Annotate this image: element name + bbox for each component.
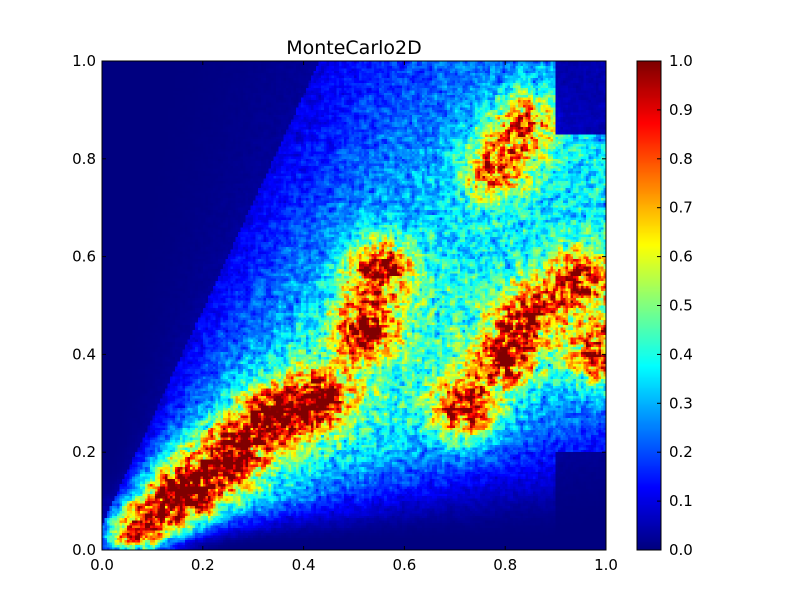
colorbar-tick-label: 0.1 — [669, 492, 693, 510]
x-tick-label: 0.2 — [191, 556, 215, 574]
axes-frame — [101, 60, 607, 551]
colorbar-tick-label: 0.7 — [669, 199, 693, 217]
colorbar-ticks: 0.0 0.1 0.2 0.3 0.4 0.5 0.6 0.7 0.8 0.9 1.0 — [657, 52, 693, 559]
x-tick-label: 0.6 — [392, 556, 416, 574]
x-tick-label: 0.8 — [493, 556, 517, 574]
x-tick-label: 0.4 — [292, 556, 316, 574]
colorbar-tick-label: 0.5 — [669, 297, 693, 315]
colorbar-tick-label: 0.2 — [669, 443, 693, 461]
colorbar-tick-label: 0.4 — [669, 345, 693, 363]
colorbar-tick-label: 0.0 — [669, 541, 693, 559]
y-tick-label: 0.8 — [72, 150, 96, 168]
x-tick-label: 0.0 — [90, 556, 114, 574]
colorbar-tick-label: 0.8 — [669, 150, 693, 168]
colorbar-tick-label: 1.0 — [669, 52, 693, 70]
chart-title: MonteCarlo2D — [286, 37, 422, 59]
y-tick-label: 0.6 — [72, 248, 96, 266]
y-tick-label: 0.2 — [72, 443, 96, 461]
x-axis-ticks: 0.0 0.2 0.4 0.6 0.8 1.0 — [90, 61, 618, 574]
y-tick-label: 1.0 — [72, 52, 96, 70]
colorbar-tick-label: 0.6 — [669, 248, 693, 266]
y-tick-label: 0.4 — [72, 345, 96, 363]
y-tick-label: 0.0 — [72, 541, 96, 559]
heatmap-image — [102, 61, 606, 550]
x-tick-label: 1.0 — [594, 556, 618, 574]
colorbar-tick-label: 0.3 — [669, 394, 693, 412]
y-axis-ticks: 0.0 0.2 0.4 0.6 0.8 1.0 — [72, 52, 606, 559]
colorbar-tick-label: 0.9 — [669, 101, 693, 119]
